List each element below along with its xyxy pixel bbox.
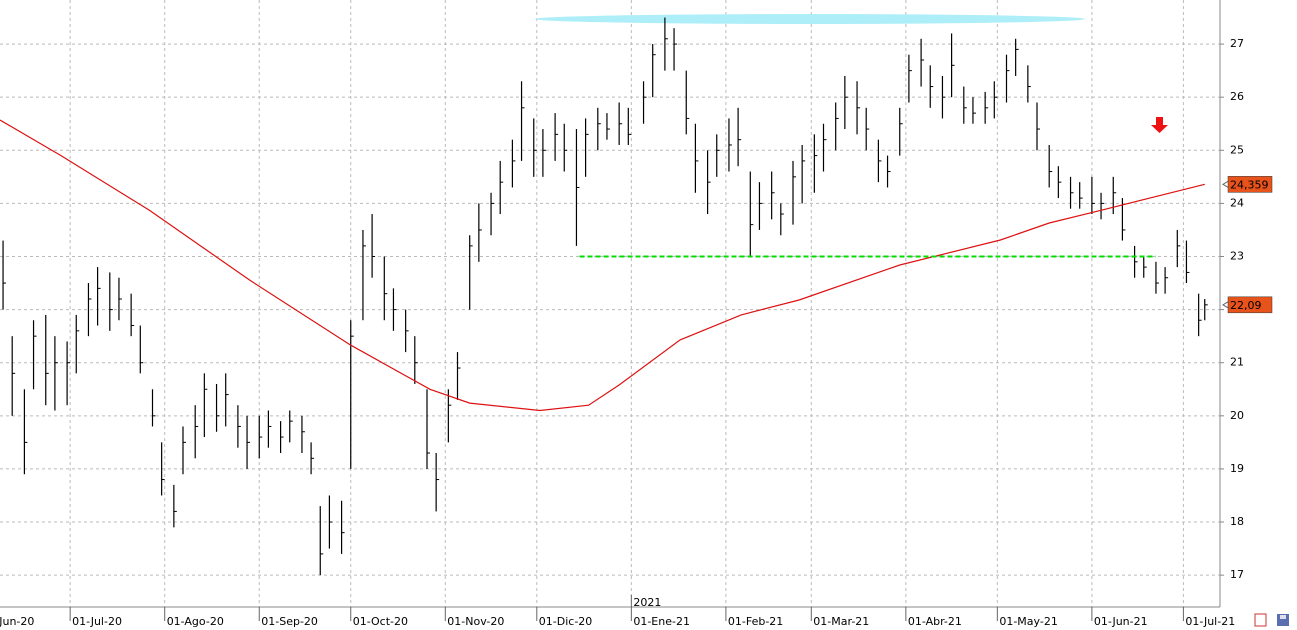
y-tick-label: 26	[1230, 90, 1244, 103]
price-bars	[2, 17, 1208, 576]
year-label: 2021	[633, 596, 661, 609]
settings-icon[interactable]	[1254, 613, 1267, 627]
x-tick-label: 01-Sep-20	[261, 615, 318, 628]
y-tick-label: 19	[1230, 462, 1244, 475]
overlays	[0, 119, 1205, 412]
x-tick-label: 01-Mar-21	[813, 615, 869, 628]
x-tick-label: 01-Jun-21	[1094, 615, 1148, 628]
price-tag-pointer	[1222, 180, 1229, 188]
y-tick-label: 23	[1230, 250, 1244, 263]
resistance-highlight	[535, 14, 1085, 24]
y-tick-label: 21	[1230, 356, 1244, 369]
grid	[0, 0, 1220, 607]
x-tick-label: 01-Feb-21	[728, 615, 783, 628]
moving-average-line	[0, 119, 1205, 412]
x-tick-label: 01-Oct-20	[353, 615, 408, 628]
x-tick-label: 01-May-21	[999, 615, 1057, 628]
x-tick-label: 01-Jun-20	[0, 615, 34, 628]
down-arrow	[1151, 117, 1168, 133]
y-tick-label: 24	[1230, 196, 1244, 209]
y-tick-label: 27	[1230, 37, 1244, 50]
save-icon-label	[1280, 615, 1286, 619]
price-tag-label: 22,09	[1230, 299, 1262, 312]
x-tick-label: 01-Dic-20	[539, 615, 593, 628]
x-tick-label: 01-Ago-20	[167, 615, 224, 628]
x-tick-label: 01-Ene-21	[633, 615, 690, 628]
y-tick-label: 18	[1230, 515, 1244, 528]
price-tag-label: 24,359	[1230, 178, 1269, 191]
axes: 171819202122232425262701-Jun-2001-Jul-20…	[0, 37, 1273, 628]
x-axis-band	[0, 607, 1297, 630]
x-tick-label: 01-Jul-21	[1185, 615, 1235, 628]
x-tick-label: 01-Abr-21	[908, 615, 962, 628]
y-tick-label: 25	[1230, 143, 1244, 156]
price-tag-box	[1227, 296, 1273, 314]
y-tick-label: 17	[1230, 568, 1244, 581]
price-tag-box	[1227, 176, 1273, 193]
x-tick-label: 01-Jul-20	[72, 615, 122, 628]
y-tick-label: 20	[1230, 409, 1244, 422]
price-tag-pointer	[1222, 301, 1229, 309]
x-tick-label: 01-Nov-20	[447, 615, 504, 628]
